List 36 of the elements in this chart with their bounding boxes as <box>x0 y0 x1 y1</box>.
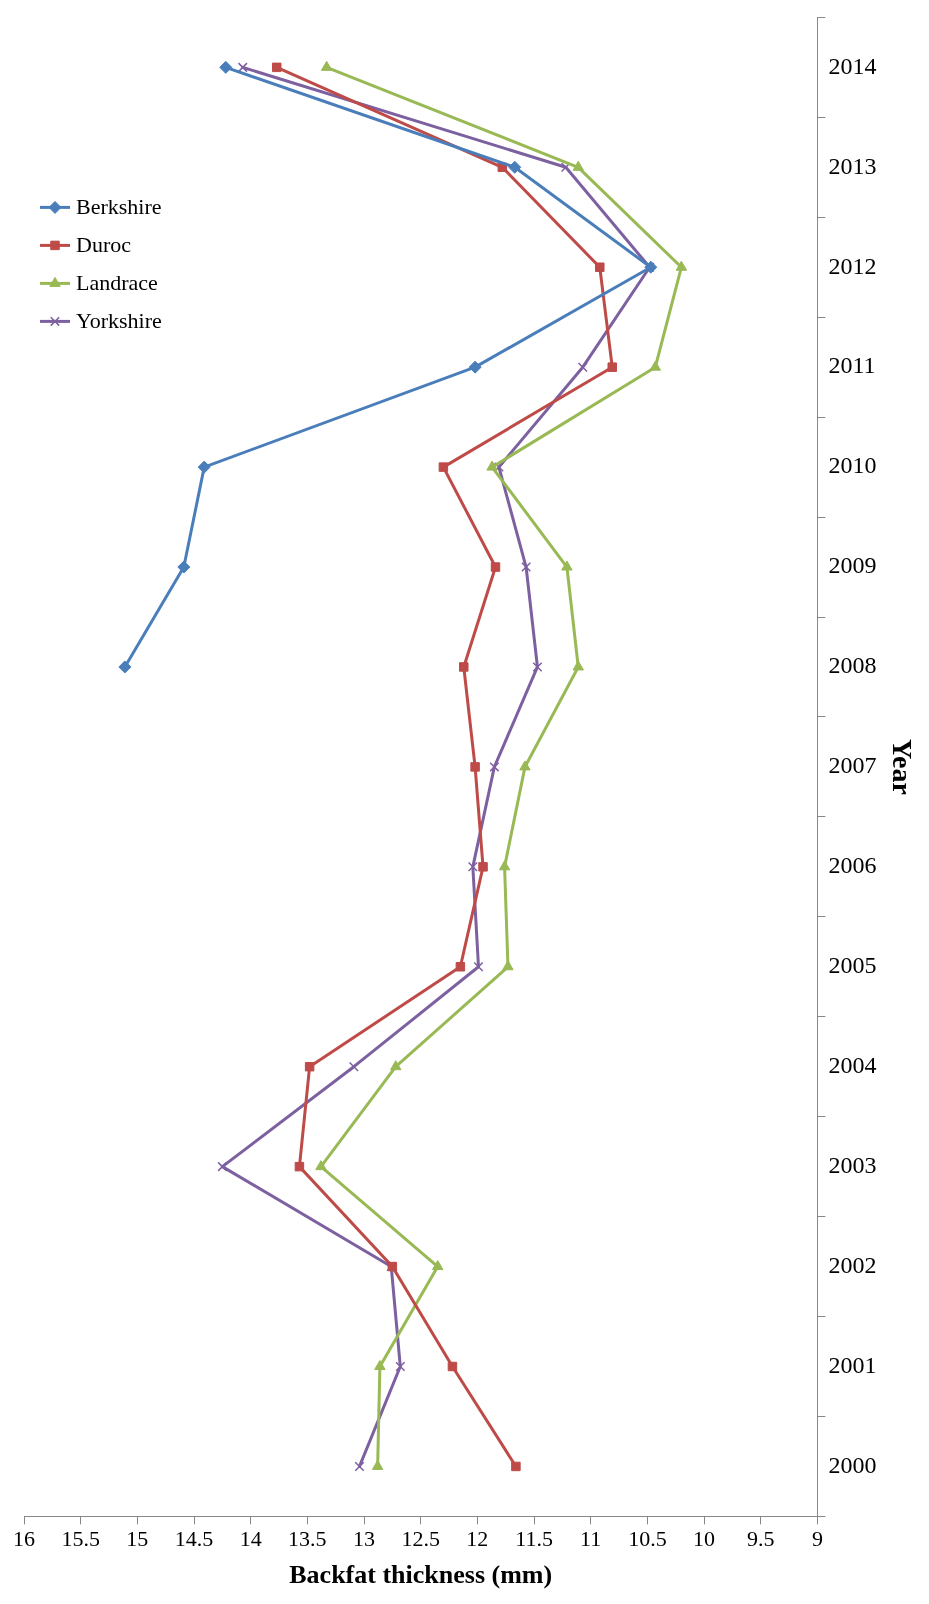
y-tick-label: 2006 <box>828 852 877 879</box>
y-tick-label: 2009 <box>828 552 877 579</box>
x-tick-label: 14 <box>239 1526 262 1552</box>
x-tick-label: 12.5 <box>401 1526 440 1552</box>
x-tick-label: 14.5 <box>174 1526 214 1552</box>
y-tick-label: 2005 <box>828 952 877 979</box>
y-tick-label: 2011 <box>828 352 876 379</box>
x-tick-label: 11 <box>580 1526 602 1552</box>
y-tick-label: 2014 <box>828 52 877 79</box>
y-tick-label: 2001 <box>828 1351 877 1378</box>
y-tick-label: 2004 <box>828 1052 877 1078</box>
x-tick-label: 13 <box>353 1526 376 1552</box>
y-tick-label: 2003 <box>828 1151 877 1178</box>
x-tick-label: 11.5 <box>515 1526 553 1552</box>
y-tick-label: 2012 <box>828 252 877 279</box>
x-tick-label: 15 <box>126 1526 149 1552</box>
x-tick-label: 15.5 <box>61 1526 100 1552</box>
y-tick-label: 2013 <box>828 152 877 179</box>
y-tick-label: 2010 <box>828 452 877 479</box>
legend-label: Berkshire <box>76 194 162 220</box>
y-tick-label: 2000 <box>828 1451 877 1478</box>
x-tick-label: 10.5 <box>628 1526 667 1552</box>
x-axis-title: Backfat thickness (mm) <box>289 1560 553 1590</box>
x-tick-label: 9.5 <box>746 1526 775 1552</box>
legend-label: Landrace <box>76 270 158 296</box>
x-tick-label: 13.5 <box>288 1526 327 1552</box>
y-tick-label: 2007 <box>828 752 877 779</box>
y-tick-label: 2008 <box>828 652 877 679</box>
x-tick-label: 9 <box>811 1526 823 1552</box>
y-tick-label: 2002 <box>828 1251 877 1278</box>
y-axis-title: Year <box>886 738 918 795</box>
x-tick-label: 12 <box>466 1526 489 1552</box>
legend-label: Yorkshire <box>76 308 162 334</box>
x-tick-label: 10 <box>693 1526 716 1552</box>
x-tick-label: 16 <box>13 1526 35 1552</box>
legend-label: Duroc <box>76 232 132 258</box>
